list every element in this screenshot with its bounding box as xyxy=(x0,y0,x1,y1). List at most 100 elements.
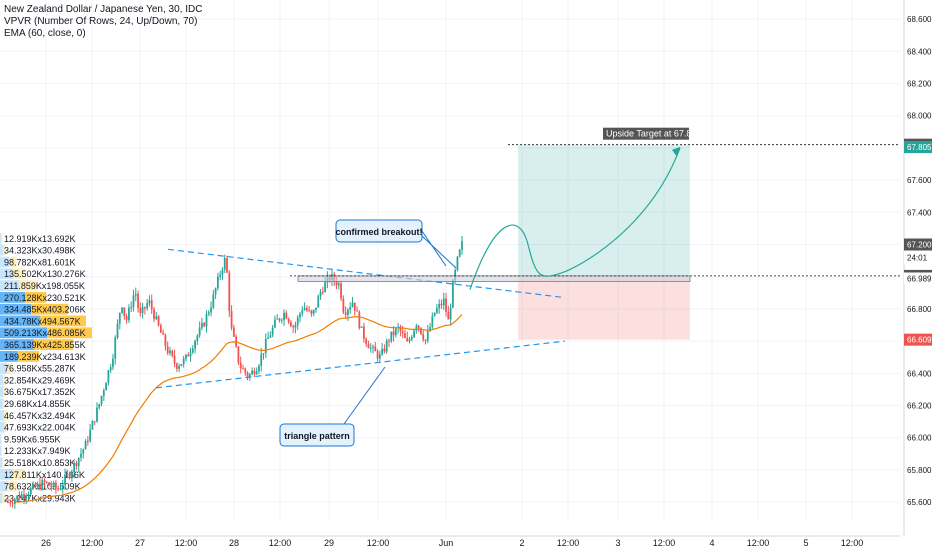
candle-body xyxy=(294,325,297,328)
candle-body xyxy=(442,298,445,306)
vpvr-row-label: 29.68Kx14.855K xyxy=(4,399,71,409)
vpvr-row-label: 34.323Kx30.498K xyxy=(4,246,76,256)
candle-body xyxy=(178,366,181,369)
candle-body xyxy=(148,300,151,304)
vpvr-up-bar xyxy=(0,421,5,433)
time-tick-label: 12:00 xyxy=(747,538,770,548)
candle-body xyxy=(394,328,397,336)
candle-body xyxy=(64,474,66,485)
candle-body xyxy=(207,312,210,315)
candle-body xyxy=(228,272,231,312)
candle-body xyxy=(253,370,256,375)
breakout-callout-pointer2 xyxy=(421,235,457,269)
target-label: Upside Target at 67.82 xyxy=(603,127,696,140)
vpvr-up-bar xyxy=(0,327,48,339)
candle-body xyxy=(196,335,199,341)
time-tick-label: 26 xyxy=(41,538,51,548)
triangle-upper-line xyxy=(167,248,566,299)
price-tick-label: 68.200 xyxy=(907,80,932,89)
candle-body xyxy=(84,440,87,450)
candle-body xyxy=(80,453,82,458)
vpvr-indicator-label[interactable]: VPVR (Number Of Rows, 24, Up/Down, 70) xyxy=(4,16,198,27)
breakout-zone xyxy=(297,275,691,282)
candle-body xyxy=(109,367,112,371)
triangle-callout-pointer xyxy=(343,366,386,425)
candle-body xyxy=(9,502,12,504)
projection-path xyxy=(469,147,681,290)
candle-body xyxy=(315,307,317,310)
ema-indicator-label[interactable]: EMA (60, close, 0) xyxy=(4,28,86,39)
time-tick-label: 27 xyxy=(135,538,145,548)
time-tick-label: 12:00 xyxy=(175,538,198,548)
vpvr-up-bar xyxy=(0,339,34,350)
vpvr-down-bar xyxy=(7,362,13,374)
candle-body xyxy=(153,309,155,320)
candle-body xyxy=(29,488,32,495)
time-tick-label: 12:00 xyxy=(269,538,292,548)
candle-body xyxy=(221,269,224,275)
candle-body xyxy=(308,310,311,312)
candle-body xyxy=(75,463,78,467)
time-tick-label: 28 xyxy=(229,538,239,548)
candle-body xyxy=(374,346,377,352)
candle-body xyxy=(258,365,260,372)
candle-body xyxy=(216,276,219,289)
candle-body xyxy=(342,298,345,313)
candle-body xyxy=(378,354,381,359)
price-tick-label: 68.000 xyxy=(907,112,932,121)
price-label-bg xyxy=(904,238,932,251)
vpvr-row-label: 32.854Kx29.469K xyxy=(4,375,76,385)
candle-body xyxy=(390,331,393,342)
candle-body xyxy=(324,282,327,293)
candle-body xyxy=(66,473,69,475)
candle-body xyxy=(381,348,384,355)
breakout-callout-box xyxy=(335,219,423,243)
candle-body xyxy=(433,312,436,316)
candle-body xyxy=(198,327,201,336)
price-tick-label: 65.800 xyxy=(907,466,932,475)
candle-body xyxy=(11,503,14,505)
candle-body xyxy=(96,407,98,422)
time-tick-label: 12:00 xyxy=(81,538,104,548)
candle-body xyxy=(93,421,96,423)
breakout-callout: confirmed breakout! xyxy=(335,219,447,267)
vpvr-up-bar xyxy=(0,351,18,362)
candle-body xyxy=(340,283,342,299)
loss-zone xyxy=(518,275,690,340)
price-label-bg xyxy=(904,272,932,285)
candle-body xyxy=(27,494,30,497)
vpvr-row-label: 98.782Kx81.601K xyxy=(4,257,76,267)
candle-body xyxy=(310,310,313,314)
candle-body xyxy=(55,482,57,489)
vpvr-row-label: 334.485Kx403.206K xyxy=(4,305,86,315)
candle-body xyxy=(283,312,285,320)
candle-body xyxy=(232,327,235,337)
candle-body xyxy=(182,358,185,365)
price-label-bg xyxy=(904,141,932,154)
candle-body xyxy=(191,348,194,353)
time-tick-label: 12:00 xyxy=(653,538,676,548)
candle-body xyxy=(212,294,215,308)
candle-body xyxy=(260,354,263,366)
candle-body xyxy=(173,355,176,364)
candle-body xyxy=(41,480,44,490)
candle-body xyxy=(299,313,301,318)
vpvr-row-label: 36.675Kx17.352K xyxy=(4,387,76,397)
candle-body xyxy=(203,323,206,327)
candle-body xyxy=(449,307,452,320)
candle-body xyxy=(408,339,411,342)
vpvr-row-label: 270.128Kx230.521K xyxy=(4,293,86,303)
vpvr-up-bar xyxy=(0,457,3,468)
candle-body xyxy=(292,326,295,328)
candle-body xyxy=(34,484,37,488)
candle-body xyxy=(171,350,174,356)
candle-body xyxy=(358,311,361,328)
time-tick-label: Jun xyxy=(439,538,454,548)
candle-body xyxy=(271,327,274,336)
price-tick-label: 68.600 xyxy=(907,15,932,24)
candle-body xyxy=(39,483,41,490)
candle-body xyxy=(82,449,85,454)
candle-body xyxy=(365,338,368,344)
